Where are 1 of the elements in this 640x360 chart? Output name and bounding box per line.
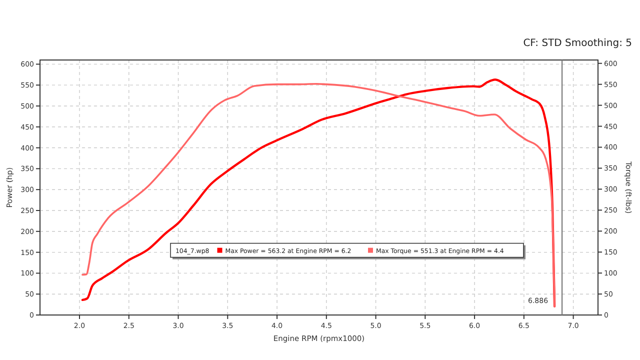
text: CF: STD Smoothing: 5 [523, 38, 632, 49]
